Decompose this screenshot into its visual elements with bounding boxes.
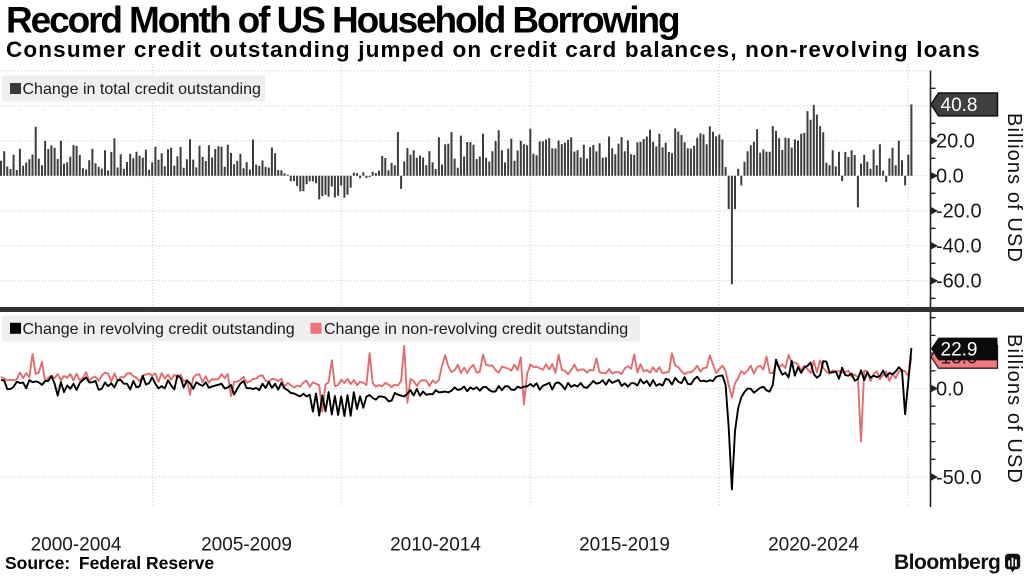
svg-text:Consumer credit outstanding ju: Consumer credit outstanding jumped on cr… — [6, 37, 981, 62]
svg-text:2015-2019: 2015-2019 — [579, 535, 670, 556]
svg-text:Bloomberg: Bloomberg — [894, 551, 1000, 574]
svg-text:0.0: 0.0 — [936, 166, 964, 188]
svg-text:Change in revolving credit out: Change in revolving credit outstanding — [23, 321, 295, 338]
svg-text:2020-2024: 2020-2024 — [768, 535, 859, 556]
svg-text:Source: Federal Reserve: Source: Federal Reserve — [5, 553, 214, 573]
svg-text:-50.0: -50.0 — [936, 467, 982, 489]
svg-text:-40.0: -40.0 — [936, 236, 982, 258]
svg-text:2005-2009: 2005-2009 — [201, 535, 292, 556]
svg-text:Change in non-revolving credit: Change in non-revolving credit outstandi… — [324, 321, 628, 338]
svg-text:0.0: 0.0 — [936, 378, 964, 400]
svg-text:Billions of USD: Billions of USD — [1003, 113, 1024, 263]
svg-text:20.0: 20.0 — [936, 131, 975, 153]
svg-text:2000-2004: 2000-2004 — [31, 535, 122, 556]
svg-text:22.9: 22.9 — [941, 339, 978, 360]
svg-text:40.8: 40.8 — [941, 95, 978, 116]
svg-text:Change in total credit outstan: Change in total credit outstanding — [23, 81, 261, 98]
svg-text:2010-2014: 2010-2014 — [390, 535, 481, 556]
svg-text:Record Month of US Household B: Record Month of US Household Borrowing — [6, 0, 679, 41]
svg-text:-60.0: -60.0 — [936, 271, 982, 293]
svg-text:-20.0: -20.0 — [936, 201, 982, 223]
svg-text:Billions of USD: Billions of USD — [1003, 334, 1024, 484]
